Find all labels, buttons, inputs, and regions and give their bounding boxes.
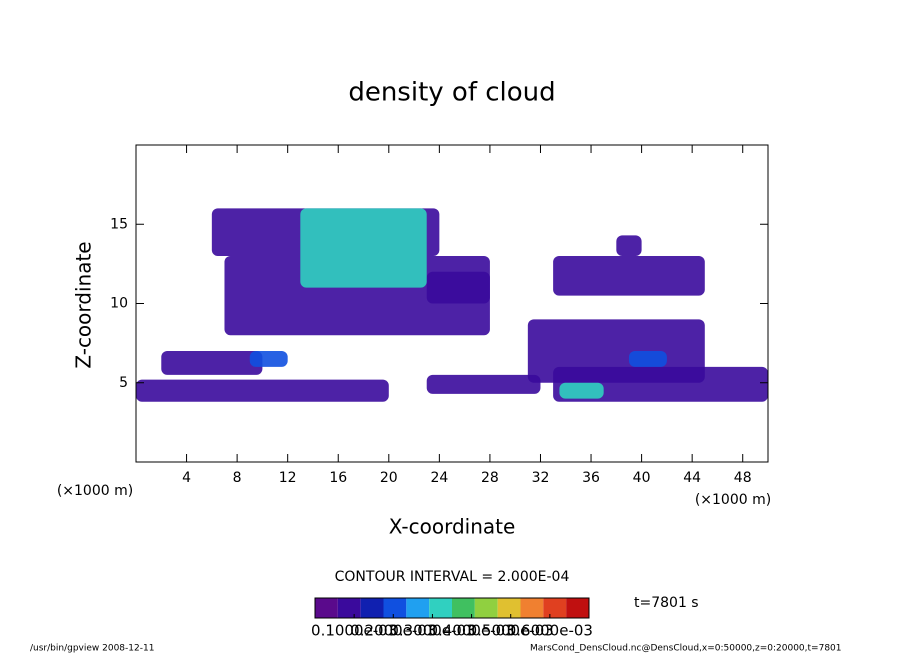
y-axis-title: Z-coordinate: [72, 241, 96, 368]
colorbar-label: 0.4000e-03: [428, 622, 514, 640]
footer: /usr/bin/gpview 2008-12-11: [30, 644, 154, 654]
cloud-region: [426, 374, 541, 394]
colorbar-segment: [520, 598, 544, 618]
colorbar-segment: [452, 598, 475, 618]
x-tick-label: 8: [233, 470, 242, 486]
x-tick-label: 16: [329, 470, 347, 486]
x-tick-label: 4: [182, 470, 191, 486]
footer: MarsCond_DensCloud.nc@DensCloud,x=0:5000…: [530, 644, 842, 654]
colorbar-segment: [315, 598, 338, 618]
x-unit: (×1000 m): [695, 492, 771, 508]
colorbar-label: 0.1000e-03: [311, 622, 397, 640]
colorbar-segment: [566, 598, 589, 618]
colorbar-label: 0.2000e-03: [350, 622, 436, 640]
cloud-region: [559, 382, 604, 399]
colorbar-label: 0.5000e-03: [468, 622, 554, 640]
x-tick-label: 24: [430, 470, 448, 486]
colorbar-segment: [429, 598, 452, 618]
x-tick-label: 36: [582, 470, 600, 486]
colorbar-label: 0.6000e-03: [507, 622, 593, 640]
colorbar-segment: [543, 598, 567, 618]
y-tick-label: 10: [110, 296, 128, 312]
x-tick-label: 48: [734, 470, 752, 486]
colorbar-segment: [497, 598, 521, 618]
cloud-region: [527, 319, 705, 383]
chart-title: density of cloud: [348, 78, 555, 108]
cloud-region: [136, 379, 389, 402]
colorbar-segment: [383, 598, 407, 618]
y-tick-label: 15: [110, 216, 128, 232]
x-axis-title: X-coordinate: [389, 515, 516, 539]
colorbar-segment: [474, 598, 498, 618]
colorbar-segment: [337, 598, 361, 618]
x-tick-label: 28: [481, 470, 499, 486]
x-tick-label: 20: [380, 470, 398, 486]
x-tick-label: 32: [532, 470, 550, 486]
x-tick-label: 40: [633, 470, 651, 486]
cloud-region: [161, 351, 263, 375]
x-tick-label: 12: [279, 470, 297, 486]
x-unit: (×1000 m): [57, 483, 133, 499]
y-tick-label: 5: [119, 375, 128, 391]
cloud-region: [616, 235, 642, 256]
cloud-region: [300, 208, 427, 288]
x-tick-label: 44: [683, 470, 701, 486]
cloud-region: [628, 351, 667, 367]
colorbar-segment: [360, 598, 384, 618]
colorbar-segment: [406, 598, 430, 618]
cloud-region: [249, 351, 288, 367]
colorbar-label: 0.3000e-03: [389, 622, 475, 640]
colorbar-frame: [314, 597, 590, 619]
cloud-region: [426, 271, 490, 304]
time-label: t=7801 s: [634, 595, 699, 611]
contour-interval: CONTOUR INTERVAL = 2.000E-04: [335, 569, 570, 585]
cloud-region: [553, 255, 705, 296]
